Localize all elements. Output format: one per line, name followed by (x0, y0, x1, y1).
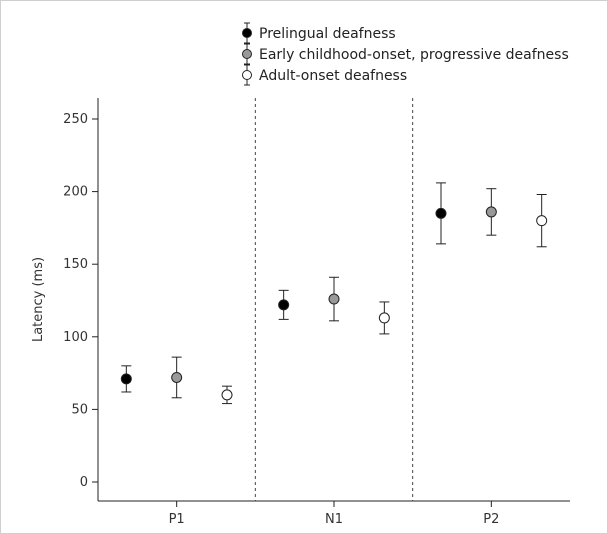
x-tick-label: P2 (483, 512, 499, 527)
y-tick-label: 200 (63, 185, 88, 200)
y-tick-label: 0 (80, 475, 88, 490)
y-tick-label: 150 (63, 257, 88, 272)
y-tick-label: 250 (63, 112, 88, 127)
x-tick-label: P1 (169, 512, 185, 527)
data-point (221, 389, 233, 401)
data-marks (120, 182, 548, 405)
legend-marker (242, 49, 252, 59)
data-point (328, 293, 340, 305)
legend-label: Early childhood-onset, progressive deafn… (259, 47, 569, 63)
legend-marker (242, 28, 252, 38)
legend-marker (242, 70, 252, 80)
data-point (278, 299, 290, 311)
y-tick-label: 100 (63, 330, 88, 345)
data-point (171, 371, 183, 383)
axes: 0 50 100 150 200 250 Latency (ms) P1 N1 P2 (31, 98, 570, 527)
legend-label: Prelingual deafness (259, 26, 396, 42)
legend-label: Adult-onset deafness (259, 68, 407, 84)
data-point (378, 312, 390, 324)
data-point (485, 206, 497, 218)
data-point (435, 207, 447, 219)
legend: Prelingual deafness Early childhood-onset… (242, 22, 569, 86)
y-tick-label: 50 (71, 402, 88, 417)
y-axis-label: Latency (ms) (31, 257, 46, 342)
x-tick-label: N1 (325, 512, 343, 527)
data-point (120, 373, 132, 385)
data-point (536, 215, 548, 227)
